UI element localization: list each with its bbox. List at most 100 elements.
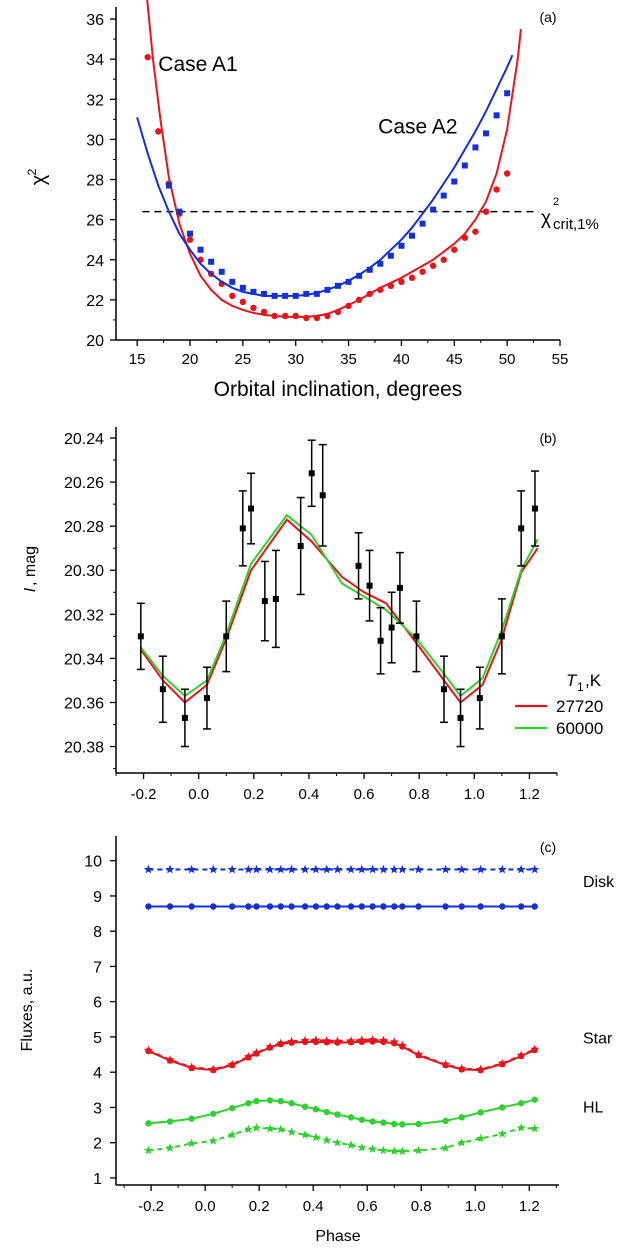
panel-a-x-tick-label: 35 xyxy=(340,351,357,368)
panel-c-point-disk-stars xyxy=(346,864,356,874)
panel-b-x-tick-label: 0.2 xyxy=(243,786,264,803)
panel-a-point-case-a1 xyxy=(260,308,268,316)
panel-c-point-hl-circles xyxy=(288,1100,295,1107)
panel-c-y-axis-label: Fluxes, a.u. xyxy=(19,969,36,1052)
panel-c-y-tick-label: 5 xyxy=(93,1030,102,1047)
panel-c-point-hl-stars xyxy=(187,1138,197,1148)
panel-a-x-tick-label: 45 xyxy=(446,351,463,368)
panel-c-point-hl-stars xyxy=(287,1127,297,1136)
panel-c-group-label: HL xyxy=(583,1100,604,1117)
panel-c-point-hl-circles xyxy=(145,1120,152,1127)
panel-c-point-hl-stars xyxy=(389,1146,399,1155)
panel-c-point-hl-stars xyxy=(414,1145,424,1155)
panel-a-point-case-a1 xyxy=(398,278,405,286)
panel-c-line-hl-circles xyxy=(148,1098,535,1126)
panel-c-x-tick-label: -0.2 xyxy=(138,1198,164,1215)
panel-c-point-star-circles xyxy=(245,1054,252,1061)
panel-c-point-disk-stars xyxy=(143,864,153,874)
panel-a-point-case-a2 xyxy=(261,290,267,297)
panel-c-point-disk-stars xyxy=(530,864,540,874)
panel-c-point-hl-circles xyxy=(334,1111,341,1118)
panel-b-observed-point xyxy=(388,624,395,631)
panel-c-group-label: Disk xyxy=(583,874,615,891)
panel-c-y-tick-label: 4 xyxy=(93,1065,102,1082)
panel-b-x-tick-label: 0.8 xyxy=(409,786,430,803)
panel-c-point-hl-circles xyxy=(477,1109,484,1116)
panel-c-point-disk-circles xyxy=(210,903,217,910)
panel-c-point-hl-stars xyxy=(300,1130,310,1139)
panel-c-point-star-circles xyxy=(477,1066,484,1074)
panel-c-point-hl-stars xyxy=(441,1143,451,1152)
panel-c-point-disk-stars xyxy=(251,864,261,874)
panel-b-observed-point xyxy=(308,470,315,477)
panel-a-point-case-a1 xyxy=(271,312,278,320)
panel-b-x-tick-label: 0.6 xyxy=(354,786,375,803)
panel-a-y-tick-label: 24 xyxy=(86,253,104,270)
panel-c-point-disk-circles xyxy=(228,903,236,910)
panel-a-point-case-a2 xyxy=(208,258,215,265)
panel-c-point-hl-stars xyxy=(516,1123,526,1132)
panel-c-point-disk-stars xyxy=(322,864,332,874)
panel-c-point-disk-circles xyxy=(188,903,195,910)
panel-c-group-label: Star xyxy=(583,1030,613,1047)
panel-b-observed-point xyxy=(261,598,268,605)
panel-c-point-hl-stars xyxy=(311,1132,321,1142)
panel-c-point-star-circles xyxy=(210,1066,217,1074)
panel-c-point-disk-circles xyxy=(358,903,366,910)
panel-c-point-star-circles xyxy=(228,1061,236,1069)
panel-a-point-case-a1 xyxy=(472,228,479,235)
panel-a-point-case-a2 xyxy=(451,178,458,185)
panel-b-observed-point xyxy=(476,695,483,702)
panel-a-point-case-a1 xyxy=(281,312,289,320)
panel-a-annotation: Case A1 xyxy=(158,53,237,76)
panel-c-line-star-stars xyxy=(147,1038,536,1071)
panel-a-point-case-a2 xyxy=(472,144,479,151)
panel-c-x-tick-label: 0.4 xyxy=(303,1198,324,1215)
panel-c-point-disk-circles xyxy=(253,903,260,910)
panel-c-point-hl-circles xyxy=(347,1114,355,1121)
panel-c-point-disk-stars xyxy=(357,864,367,874)
panel-c-point-disk-stars xyxy=(414,864,424,874)
panel-a-point-case-a1 xyxy=(186,236,194,243)
panel-c-point-disk-circles xyxy=(442,903,449,910)
panel-a-threshold-label: χ xyxy=(541,208,551,229)
panel-c-point-disk-stars xyxy=(208,864,218,874)
panel-c-line-hl-stars xyxy=(148,1126,535,1153)
panel-c-point-star-circles xyxy=(288,1039,295,1046)
panel-a-point-case-a1 xyxy=(482,208,490,215)
panel-c-point-disk-circles xyxy=(301,903,309,910)
panel-c-axes xyxy=(115,836,559,1186)
panel-a-point-case-a2 xyxy=(176,208,183,215)
panel-c-point-disk-circles xyxy=(347,903,355,910)
panel-c-x-tick-label: 1.0 xyxy=(465,1198,486,1215)
panel-a-point-case-a1 xyxy=(419,268,426,275)
panel-c-point-hl-stars xyxy=(322,1135,332,1145)
panel-c-point-disk-circles xyxy=(499,903,506,910)
panel-c-point-hl-stars xyxy=(397,1146,407,1155)
panel-a-point-case-a1 xyxy=(461,234,469,241)
panel-c-point-hl-circles xyxy=(253,1097,260,1105)
panel-a-annotation: Case A2 xyxy=(378,115,457,138)
panel-c-point-disk-circles xyxy=(477,903,484,910)
panel-a-point-case-a2 xyxy=(324,286,331,293)
panel-c-point-disk-stars xyxy=(476,864,486,874)
panel-c-x-axis-label: Phase xyxy=(315,1228,360,1245)
panel-c-point-disk-stars xyxy=(389,864,399,874)
panel-c-point-disk-circles xyxy=(266,903,274,910)
panel-a-point-case-a1 xyxy=(366,290,373,298)
panel-b-observed-point xyxy=(137,633,144,640)
panel-c-point-hl-stars xyxy=(530,1123,540,1133)
panel-c-point-disk-circles xyxy=(399,903,406,910)
panel-a-point-case-a1 xyxy=(377,286,384,294)
panel-a-point-case-a2 xyxy=(419,220,426,227)
panel-c-point-star-circles xyxy=(323,1039,330,1046)
panel-c-point-hl-stars xyxy=(208,1136,218,1145)
panel-c-point-disk-circles xyxy=(245,903,252,910)
panel-b-observed-point xyxy=(531,505,538,512)
panel-a-point-case-a1 xyxy=(155,128,162,135)
panel-c-point-disk-circles xyxy=(517,903,525,910)
panel-c-point-disk-circles xyxy=(369,903,376,910)
panel-c-point-star-circles xyxy=(415,1052,422,1059)
panel-a-point-case-a1 xyxy=(292,312,299,320)
panel-c-point-disk-stars xyxy=(300,864,310,874)
